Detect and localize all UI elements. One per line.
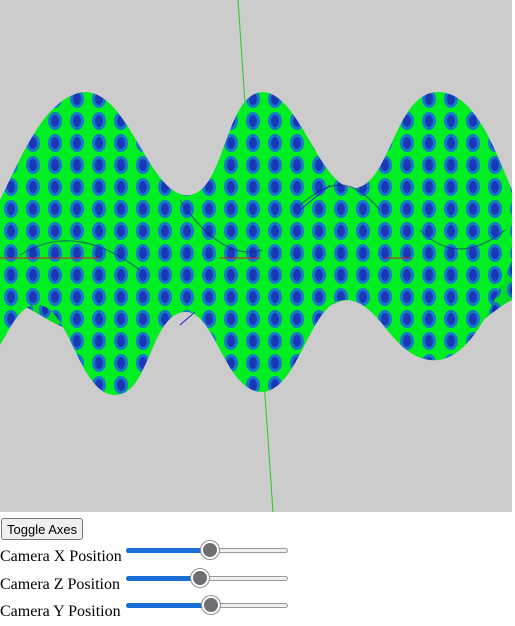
camera-z-slider[interactable] [126, 569, 288, 589]
slider-thumb[interactable] [191, 569, 209, 587]
camera-z-label: Camera Z Position [0, 576, 120, 593]
surface-render [0, 0, 512, 512]
camera-y-label: Camera Y Position [0, 603, 121, 620]
camera-x-label: Camera X Position [0, 548, 122, 565]
camera-x-slider[interactable] [126, 541, 288, 561]
surface-ridge [19, 184, 506, 271]
slider-thumb[interactable] [202, 596, 220, 614]
slider-fill [126, 576, 200, 581]
axis-z-line-b [179, 311, 196, 326]
axis-z-line-a [299, 184, 331, 211]
slider-fill [126, 548, 210, 553]
slider-thumb[interactable] [201, 541, 219, 559]
toggle-axes-button[interactable]: Toggle Axes [1, 518, 84, 540]
3d-viewport-canvas[interactable] [0, 0, 512, 512]
camera-y-slider[interactable] [126, 596, 288, 616]
surface-front [0, 92, 512, 395]
slider-fill [126, 603, 211, 608]
